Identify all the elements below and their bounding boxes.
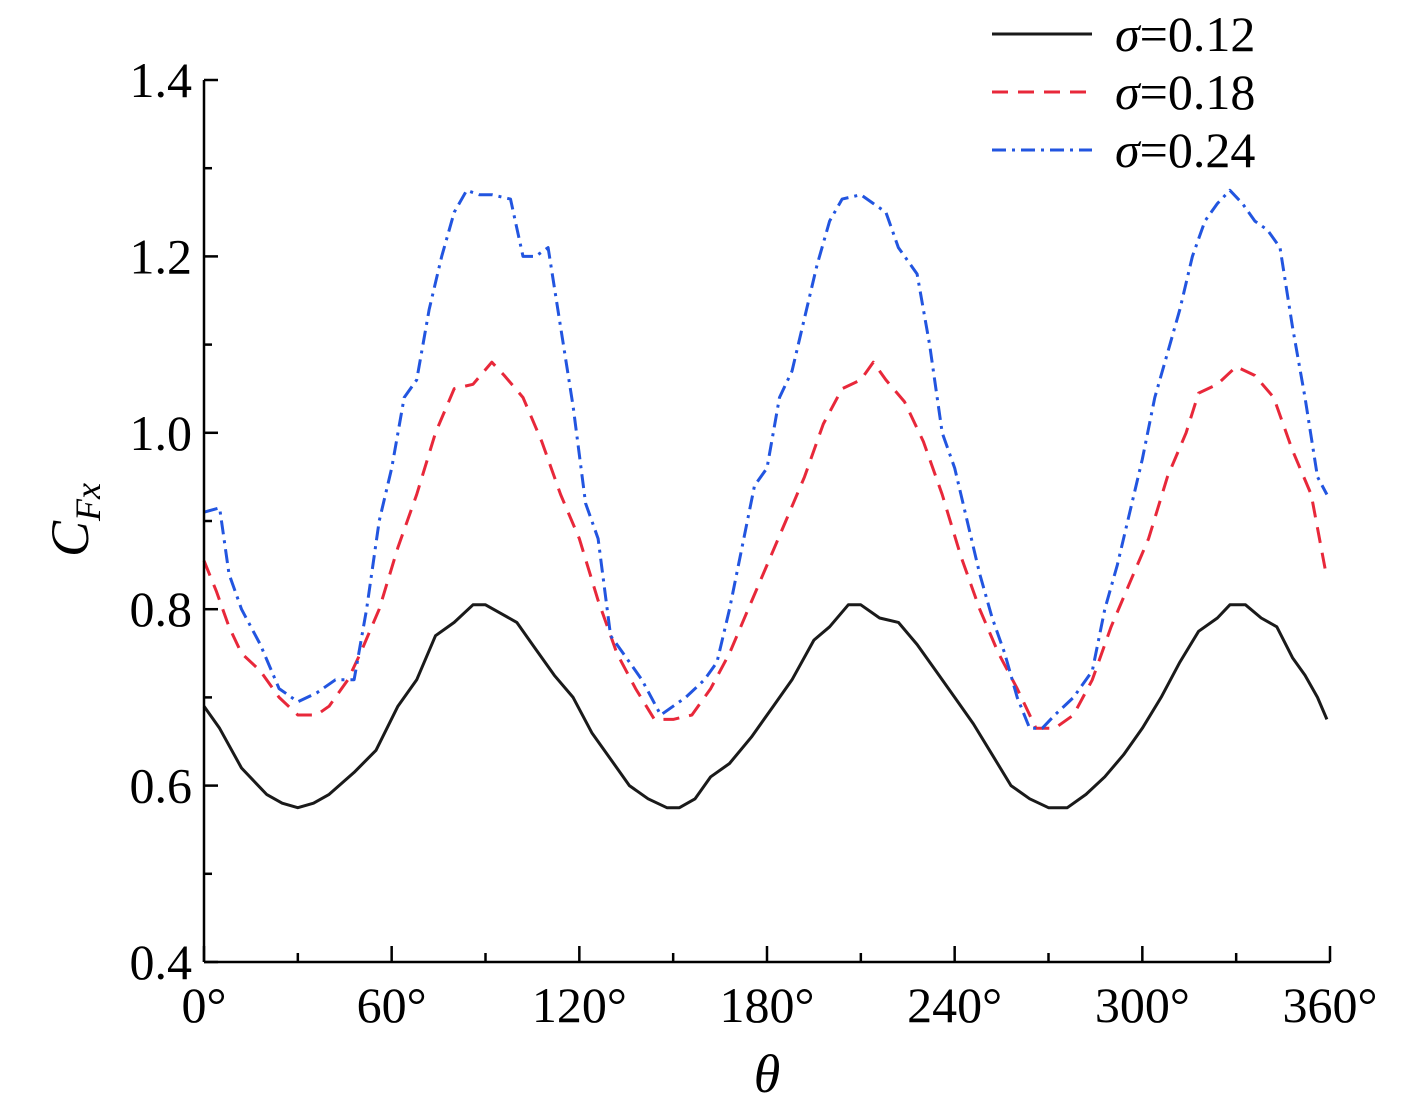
x-tick-label: 60°: [357, 977, 427, 1033]
legend: σ=0.12σ=0.18σ=0.24: [992, 6, 1255, 178]
y-tick-label: 0.4: [130, 934, 193, 990]
y-tick-label: 1.0: [130, 405, 193, 461]
legend-label-3: σ=0.24: [1115, 122, 1255, 178]
y-axis-title-subscript: Fx: [68, 483, 108, 522]
series-line-2: [202, 360, 1329, 730]
y-tick-label: 1.2: [130, 228, 193, 284]
x-tick-label: 120°: [532, 977, 627, 1033]
legend-label-2: σ=0.18: [1115, 64, 1255, 120]
series-line-1: [202, 603, 1329, 810]
y-axis-title-main: C: [40, 520, 100, 557]
plot-series: [202, 188, 1329, 810]
legend-label-1: σ=0.12: [1115, 6, 1255, 62]
y-tick-label: 0.6: [130, 758, 193, 814]
series-line-3: [203, 188, 1329, 730]
x-tick-label: 240°: [907, 977, 1002, 1033]
axes: 0.4 0.6 0.8 1.0 1.2 1.4 0° 60° 120° 180° 240° 300°…: [130, 52, 1378, 1033]
y-ticks: 0.4 0.6 0.8 1.0 1.2 1.4: [130, 52, 218, 990]
y-tick-label: 0.8: [130, 581, 193, 637]
y-tick-label: 1.4: [130, 52, 193, 108]
y-axis-title: CFx: [40, 483, 108, 557]
x-tick-label: 180°: [720, 977, 815, 1033]
x-tick-label: 0°: [182, 977, 227, 1033]
x-axis-title: θ: [754, 1044, 781, 1101]
x-ticks: 0° 60° 120° 180° 240° 300° 360°: [182, 946, 1378, 1033]
x-tick-label: 300°: [1095, 977, 1190, 1033]
x-tick-label: 360°: [1283, 977, 1378, 1033]
